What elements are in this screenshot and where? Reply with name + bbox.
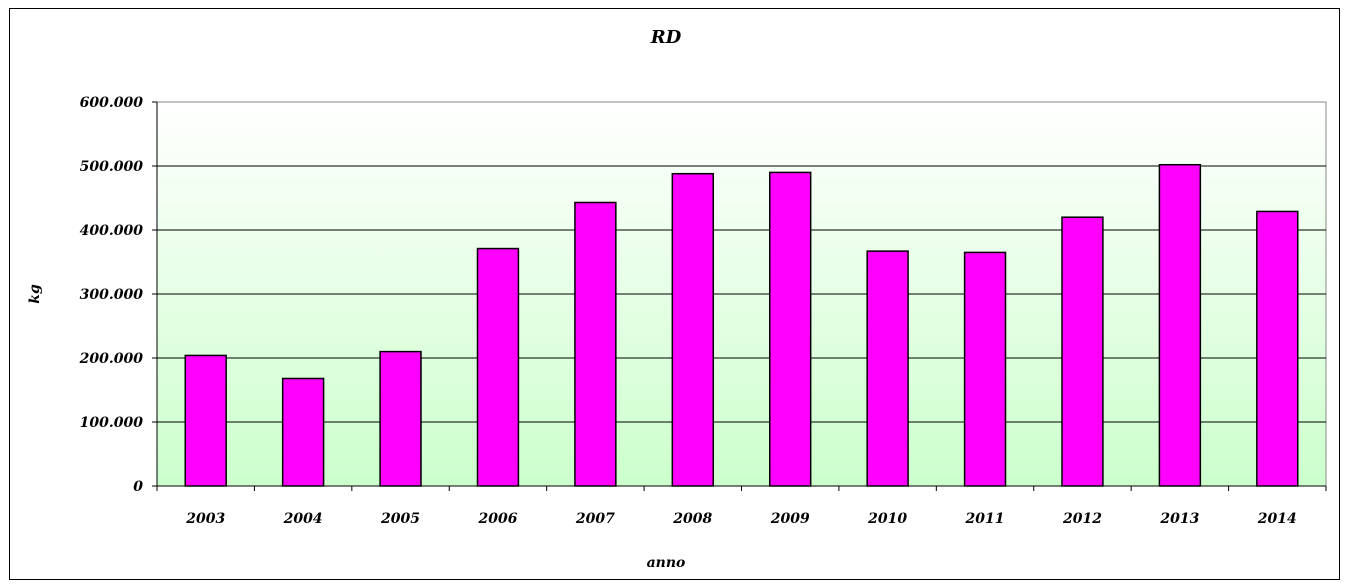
y-tick-label: 400.000 bbox=[80, 223, 144, 239]
bar-2004 bbox=[281, 377, 325, 487]
bar-2007 bbox=[574, 201, 617, 487]
chart-title: RD bbox=[650, 27, 682, 48]
y-tick-label: 500.000 bbox=[80, 159, 144, 175]
x-tick-label: 2007 bbox=[575, 511, 615, 527]
bar-2011 bbox=[963, 251, 1007, 487]
gridlines bbox=[157, 165, 1326, 423]
y-tick-label: 300.000 bbox=[80, 287, 144, 303]
bar-2010 bbox=[866, 250, 909, 487]
x-tick-label: 2013 bbox=[1159, 511, 1199, 527]
bar-2013 bbox=[1158, 163, 1202, 487]
bar-2003 bbox=[184, 354, 227, 487]
x-tick-label: 2005 bbox=[380, 511, 420, 527]
bar-2009 bbox=[769, 171, 812, 487]
bar-2014 bbox=[1256, 210, 1299, 487]
x-tick-label: 2011 bbox=[965, 511, 1005, 527]
y-axis-label: kg bbox=[27, 284, 43, 304]
y-tick-label: 600.000 bbox=[80, 95, 144, 111]
x-tick-label: 2012 bbox=[1062, 511, 1102, 527]
x-tick-labels: 2003 2004 2005 2006 2007 2008 2009 2010 2011 2012… bbox=[185, 511, 1297, 527]
x-tick-label: 2006 bbox=[477, 511, 517, 527]
y-tick-labels: 0 100.000 200.000 300.000 400.000 500.000 600.… bbox=[79, 95, 144, 495]
x-tick-label: 2008 bbox=[672, 511, 712, 527]
x-axis-label: anno bbox=[647, 555, 686, 571]
bar-2006 bbox=[476, 247, 520, 487]
bar-2012 bbox=[1061, 216, 1104, 487]
x-tick-label: 2009 bbox=[770, 511, 810, 527]
y-tick-label: 0 bbox=[133, 479, 143, 495]
x-tick-label: 2004 bbox=[283, 511, 323, 527]
axes bbox=[152, 101, 1327, 491]
bar-2005 bbox=[379, 350, 422, 487]
y-tick-label: 100.000 bbox=[80, 415, 144, 431]
y-tick-label: 200.000 bbox=[79, 351, 144, 367]
x-tick-label: 2014 bbox=[1257, 511, 1297, 527]
x-tick-label: 2003 bbox=[185, 511, 225, 527]
bars bbox=[184, 163, 1299, 487]
x-tick-label: 2010 bbox=[867, 511, 907, 527]
bar-2008 bbox=[671, 172, 714, 487]
